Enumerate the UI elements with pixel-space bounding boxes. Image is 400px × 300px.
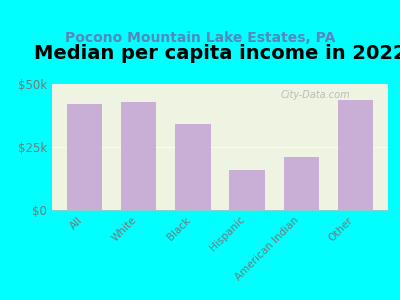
Bar — [67, 104, 102, 210]
Text: City-Data.com: City-Data.com — [280, 90, 350, 100]
Bar — [284, 157, 319, 210]
Bar — [338, 100, 373, 210]
Text: Pocono Mountain Lake Estates, PA: Pocono Mountain Lake Estates, PA — [65, 32, 335, 46]
Bar — [121, 102, 156, 210]
Bar — [175, 124, 210, 210]
Bar — [230, 170, 265, 210]
Title: Median per capita income in 2022: Median per capita income in 2022 — [34, 44, 400, 63]
